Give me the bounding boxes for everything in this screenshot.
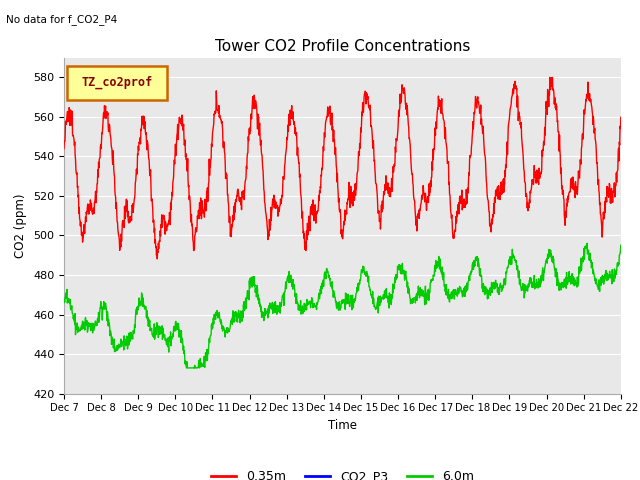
X-axis label: Time: Time: [328, 419, 357, 432]
Title: Tower CO2 Profile Concentrations: Tower CO2 Profile Concentrations: [214, 39, 470, 54]
Text: No data for f_CO2_P4: No data for f_CO2_P4: [6, 14, 118, 25]
Y-axis label: CO2 (ppm): CO2 (ppm): [15, 193, 28, 258]
Text: TZ_co2prof: TZ_co2prof: [81, 76, 152, 89]
FancyBboxPatch shape: [67, 66, 167, 100]
Legend: 0.35m, CO2_P3, 6.0m: 0.35m, CO2_P3, 6.0m: [206, 465, 479, 480]
